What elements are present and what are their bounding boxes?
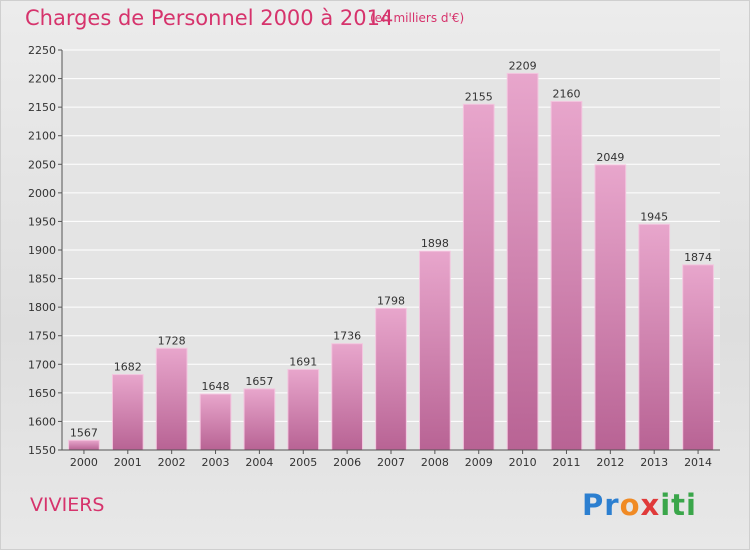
bar-2008	[419, 250, 451, 451]
x-tick-label-2004: 2004	[245, 456, 273, 469]
y-tick-label: 1800	[28, 301, 56, 314]
bar-2003	[199, 393, 232, 451]
bar-2012	[594, 164, 627, 451]
x-tick-label-2012: 2012	[596, 456, 624, 469]
y-tick-label: 1550	[28, 444, 56, 457]
y-tick-label: 2200	[28, 73, 56, 86]
x-tick-label-2013: 2013	[640, 456, 668, 469]
logo-part-3: x	[640, 488, 661, 522]
y-tick-label: 1600	[28, 415, 56, 428]
value-label-2006: 1736	[333, 330, 361, 343]
x-tick-label-2002: 2002	[158, 456, 186, 469]
value-label-2010: 2209	[509, 59, 537, 72]
value-label-2003: 1648	[202, 380, 230, 393]
bar-2007	[375, 307, 407, 451]
value-label-2009: 2155	[465, 90, 493, 103]
y-tick-label: 1950	[28, 215, 56, 228]
x-tick-label-2003: 2003	[202, 456, 230, 469]
x-tick-label-2008: 2008	[421, 456, 449, 469]
value-label-2000: 1567	[70, 426, 98, 439]
value-label-2012: 2049	[596, 151, 624, 164]
bar-2009	[462, 103, 495, 451]
value-label-2004: 1657	[245, 375, 273, 388]
value-label-2008: 1898	[421, 237, 449, 250]
bar-2005	[287, 368, 320, 451]
x-tick-label-2007: 2007	[377, 456, 405, 469]
x-tick-label-2011: 2011	[552, 456, 580, 469]
bar-2004	[243, 388, 276, 451]
bar-2010	[506, 72, 539, 451]
bar-2000	[68, 439, 100, 451]
bar-2002	[155, 347, 188, 451]
y-tick-label: 1700	[28, 358, 56, 371]
y-tick-label: 2100	[28, 130, 56, 143]
logo-part-4: iti	[660, 488, 697, 522]
x-tick-label-2010: 2010	[509, 456, 537, 469]
y-tick-label: 2050	[28, 158, 56, 171]
value-label-2005: 1691	[289, 355, 317, 368]
logo-part-2: o	[619, 488, 641, 522]
logo-part-1: Pr	[582, 488, 620, 522]
value-label-2013: 1945	[640, 210, 668, 223]
x-tick-label-2009: 2009	[465, 456, 493, 469]
x-tick-label-2001: 2001	[114, 456, 142, 469]
chart-title: Charges de Personnel 2000 à 2014	[25, 6, 394, 30]
x-tick-label-2006: 2006	[333, 456, 361, 469]
chart-subtitle: (en milliers d'€)	[370, 11, 465, 25]
y-tick-label: 2250	[28, 44, 56, 57]
y-tick-label: 1900	[28, 244, 56, 257]
value-label-2002: 1728	[158, 334, 186, 347]
bar-2014	[682, 264, 714, 451]
value-label-2014: 1874	[684, 251, 712, 264]
bar-2006	[331, 343, 363, 451]
x-tick-label-2005: 2005	[289, 456, 317, 469]
bar-2001	[111, 374, 144, 451]
x-tick-label-2014: 2014	[684, 456, 712, 469]
value-label-2011: 2160	[552, 87, 580, 100]
y-tick-label: 2000	[28, 187, 56, 200]
value-label-2001: 1682	[114, 361, 142, 374]
bar-2011	[550, 100, 583, 451]
y-tick-label: 1650	[28, 387, 56, 400]
commune-name: VIVIERS	[30, 494, 105, 516]
y-tick-label: 2150	[28, 101, 56, 114]
x-tick-label-2000: 2000	[70, 456, 98, 469]
bar-2013	[638, 223, 671, 451]
y-tick-label: 1850	[28, 273, 56, 286]
proxiti-logo: Proxiti	[582, 488, 697, 522]
value-label-2007: 1798	[377, 294, 405, 307]
y-tick-label: 1750	[28, 330, 56, 343]
